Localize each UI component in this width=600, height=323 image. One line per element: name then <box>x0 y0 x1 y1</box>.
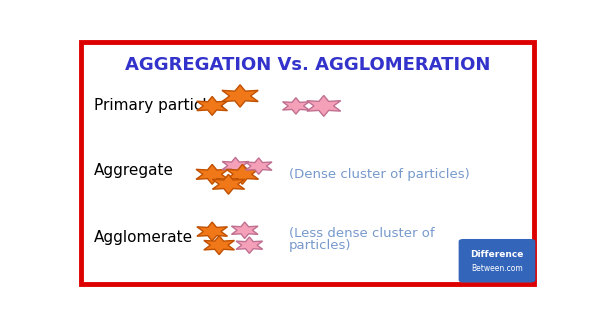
Text: particles): particles) <box>289 239 352 252</box>
Text: (Dense cluster of particles): (Dense cluster of particles) <box>289 168 470 181</box>
Text: Primary particles: Primary particles <box>94 99 224 113</box>
Polygon shape <box>226 164 259 184</box>
Polygon shape <box>232 222 258 238</box>
Polygon shape <box>197 222 227 241</box>
Polygon shape <box>236 237 263 254</box>
Polygon shape <box>212 174 245 194</box>
Polygon shape <box>307 96 341 116</box>
Polygon shape <box>204 236 235 255</box>
FancyBboxPatch shape <box>458 239 535 283</box>
Text: Difference: Difference <box>470 250 524 259</box>
Text: (Less dense cluster of: (Less dense cluster of <box>289 227 434 241</box>
Polygon shape <box>245 158 272 174</box>
Polygon shape <box>196 164 228 184</box>
Text: Agglomerate: Agglomerate <box>94 230 193 245</box>
Polygon shape <box>283 98 309 114</box>
Polygon shape <box>222 157 249 174</box>
Text: Aggregate: Aggregate <box>94 163 173 178</box>
Polygon shape <box>197 97 227 115</box>
Polygon shape <box>222 85 258 107</box>
Text: AGGREGATION Vs. AGGLOMERATION: AGGREGATION Vs. AGGLOMERATION <box>125 56 490 74</box>
Text: Between.com: Between.com <box>471 264 523 273</box>
